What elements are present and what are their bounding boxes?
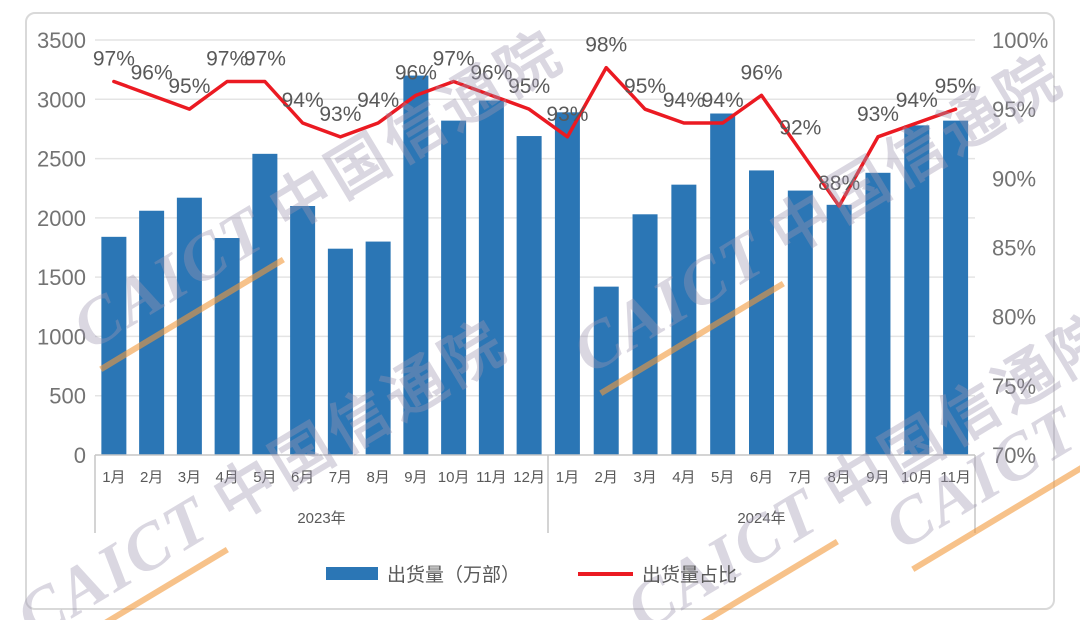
- month-tick-label: 2月: [595, 469, 618, 486]
- month-tick-label: 2月: [140, 469, 163, 486]
- month-tick-label: 4月: [672, 469, 695, 486]
- share-point-label: 96%: [131, 61, 173, 84]
- year-group-label: 2024年: [737, 510, 785, 527]
- bar-2024年-11月: [943, 120, 969, 455]
- bar-2024年-5月: [710, 113, 736, 455]
- left-axis-tick: 2500: [37, 147, 86, 172]
- bar-2024年-4月: [671, 184, 697, 455]
- bar-2024年-9月: [865, 172, 891, 456]
- legend-label-shipments: 出货量（万部）: [387, 565, 521, 586]
- share-point-label: 94%: [702, 89, 744, 112]
- legend-bar-swatch: [326, 567, 378, 580]
- share-point-label: 97%: [206, 48, 248, 71]
- right-axis-tick: 90%: [992, 166, 1036, 191]
- legend-item-shipments: 出货量（万部）: [326, 560, 520, 587]
- share-point-label: 97%: [433, 48, 475, 71]
- bar-2023年-1月: [101, 236, 127, 455]
- month-tick-label: 3月: [178, 469, 201, 486]
- share-point-label: 94%: [896, 89, 938, 112]
- month-tick-label: 4月: [215, 469, 238, 486]
- month-tick-label: 1月: [102, 469, 125, 486]
- left-axis-tick: 1000: [37, 324, 86, 349]
- bar-2024年-6月: [749, 170, 774, 455]
- share-point-label: 96%: [395, 61, 437, 84]
- bar-2024年-1月: [554, 112, 580, 455]
- right-axis-tick: 75%: [992, 374, 1036, 399]
- right-axis-tick: 100%: [992, 28, 1048, 53]
- share-point-label: 94%: [282, 89, 324, 112]
- bar-2023年-6月: [290, 206, 316, 455]
- legend-line-swatch: [578, 571, 634, 576]
- share-line: [112, 65, 958, 208]
- share-point-label: 92%: [779, 117, 821, 140]
- right-axis-tick: 70%: [992, 443, 1036, 468]
- chart-legend: 出货量（万部） 出货量占比: [326, 560, 737, 587]
- bar-2023年-9月: [403, 75, 429, 456]
- month-tick-label: 6月: [750, 469, 773, 486]
- share-point-label: 97%: [93, 48, 135, 71]
- share-point-label: 93%: [319, 103, 361, 126]
- month-tick-label: 10月: [901, 469, 933, 486]
- share-point-label: 97%: [244, 48, 286, 71]
- month-tick-label: 9月: [866, 469, 889, 486]
- bar-2024年-2月: [593, 286, 619, 455]
- right-axis-tick: 85%: [992, 236, 1036, 261]
- share-point-label: 95%: [508, 75, 550, 98]
- bar-2023年-2月: [139, 210, 165, 455]
- left-axis-tick: 3500: [37, 28, 86, 53]
- bar-2023年-10月: [441, 120, 467, 455]
- month-tick-label: 11月: [940, 469, 971, 486]
- month-tick-label: 7月: [329, 469, 352, 486]
- month-tick-label: 12月: [513, 469, 545, 486]
- share-point-label: 95%: [624, 75, 666, 98]
- bar-2023年-5月: [252, 153, 278, 456]
- share-point-label: 98%: [585, 34, 627, 57]
- share-point-label: 95%: [935, 75, 977, 98]
- bar-2024年-3月: [632, 214, 658, 455]
- bar-2023年-11月: [478, 100, 504, 455]
- legend-label-share: 出货量占比: [642, 565, 738, 586]
- share-point-label: 95%: [168, 75, 210, 98]
- share-point-label: 94%: [663, 89, 705, 112]
- left-axis-tick: 500: [49, 384, 86, 409]
- month-tick-label: 1月: [556, 469, 579, 486]
- year-group-label: 2023年: [297, 510, 345, 527]
- bar-2023年-4月: [214, 238, 240, 455]
- share-point-label: 96%: [740, 61, 782, 84]
- month-tick-label: 9月: [404, 469, 427, 486]
- bar-2023年-12月: [516, 136, 542, 456]
- bar-2024年-7月: [787, 190, 813, 456]
- month-tick-label: 5月: [711, 469, 734, 486]
- left-axis-tick: 3000: [37, 87, 86, 112]
- bar-2023年-7月: [327, 248, 353, 455]
- bar-2023年-3月: [176, 197, 202, 455]
- share-point-label: 93%: [546, 103, 588, 126]
- right-axis-tick: 95%: [992, 97, 1036, 122]
- month-tick-label: 8月: [366, 469, 389, 486]
- bar-2023年-8月: [365, 241, 391, 455]
- month-tick-label: 11月: [476, 469, 507, 486]
- left-axis-tick: 0: [74, 443, 86, 468]
- month-tick-label: 10月: [438, 469, 470, 486]
- left-axis-tick: 1500: [37, 265, 86, 290]
- legend-item-share: 出货量占比: [578, 560, 737, 587]
- month-tick-label: 5月: [253, 469, 276, 486]
- left-axis-tick: 2000: [37, 206, 86, 231]
- month-tick-label: 3月: [633, 469, 656, 486]
- share-point-label: 94%: [357, 89, 399, 112]
- bar-2024年-8月: [826, 204, 852, 455]
- month-tick-label: 8月: [827, 469, 850, 486]
- bar-2024年-10月: [904, 125, 930, 455]
- share-point-label: 96%: [470, 61, 512, 84]
- share-point-label: 88%: [818, 172, 860, 195]
- share-point-label: 93%: [857, 103, 899, 126]
- month-tick-label: 6月: [291, 469, 314, 486]
- month-tick-label: 7月: [789, 469, 812, 486]
- right-axis-tick: 80%: [992, 305, 1036, 330]
